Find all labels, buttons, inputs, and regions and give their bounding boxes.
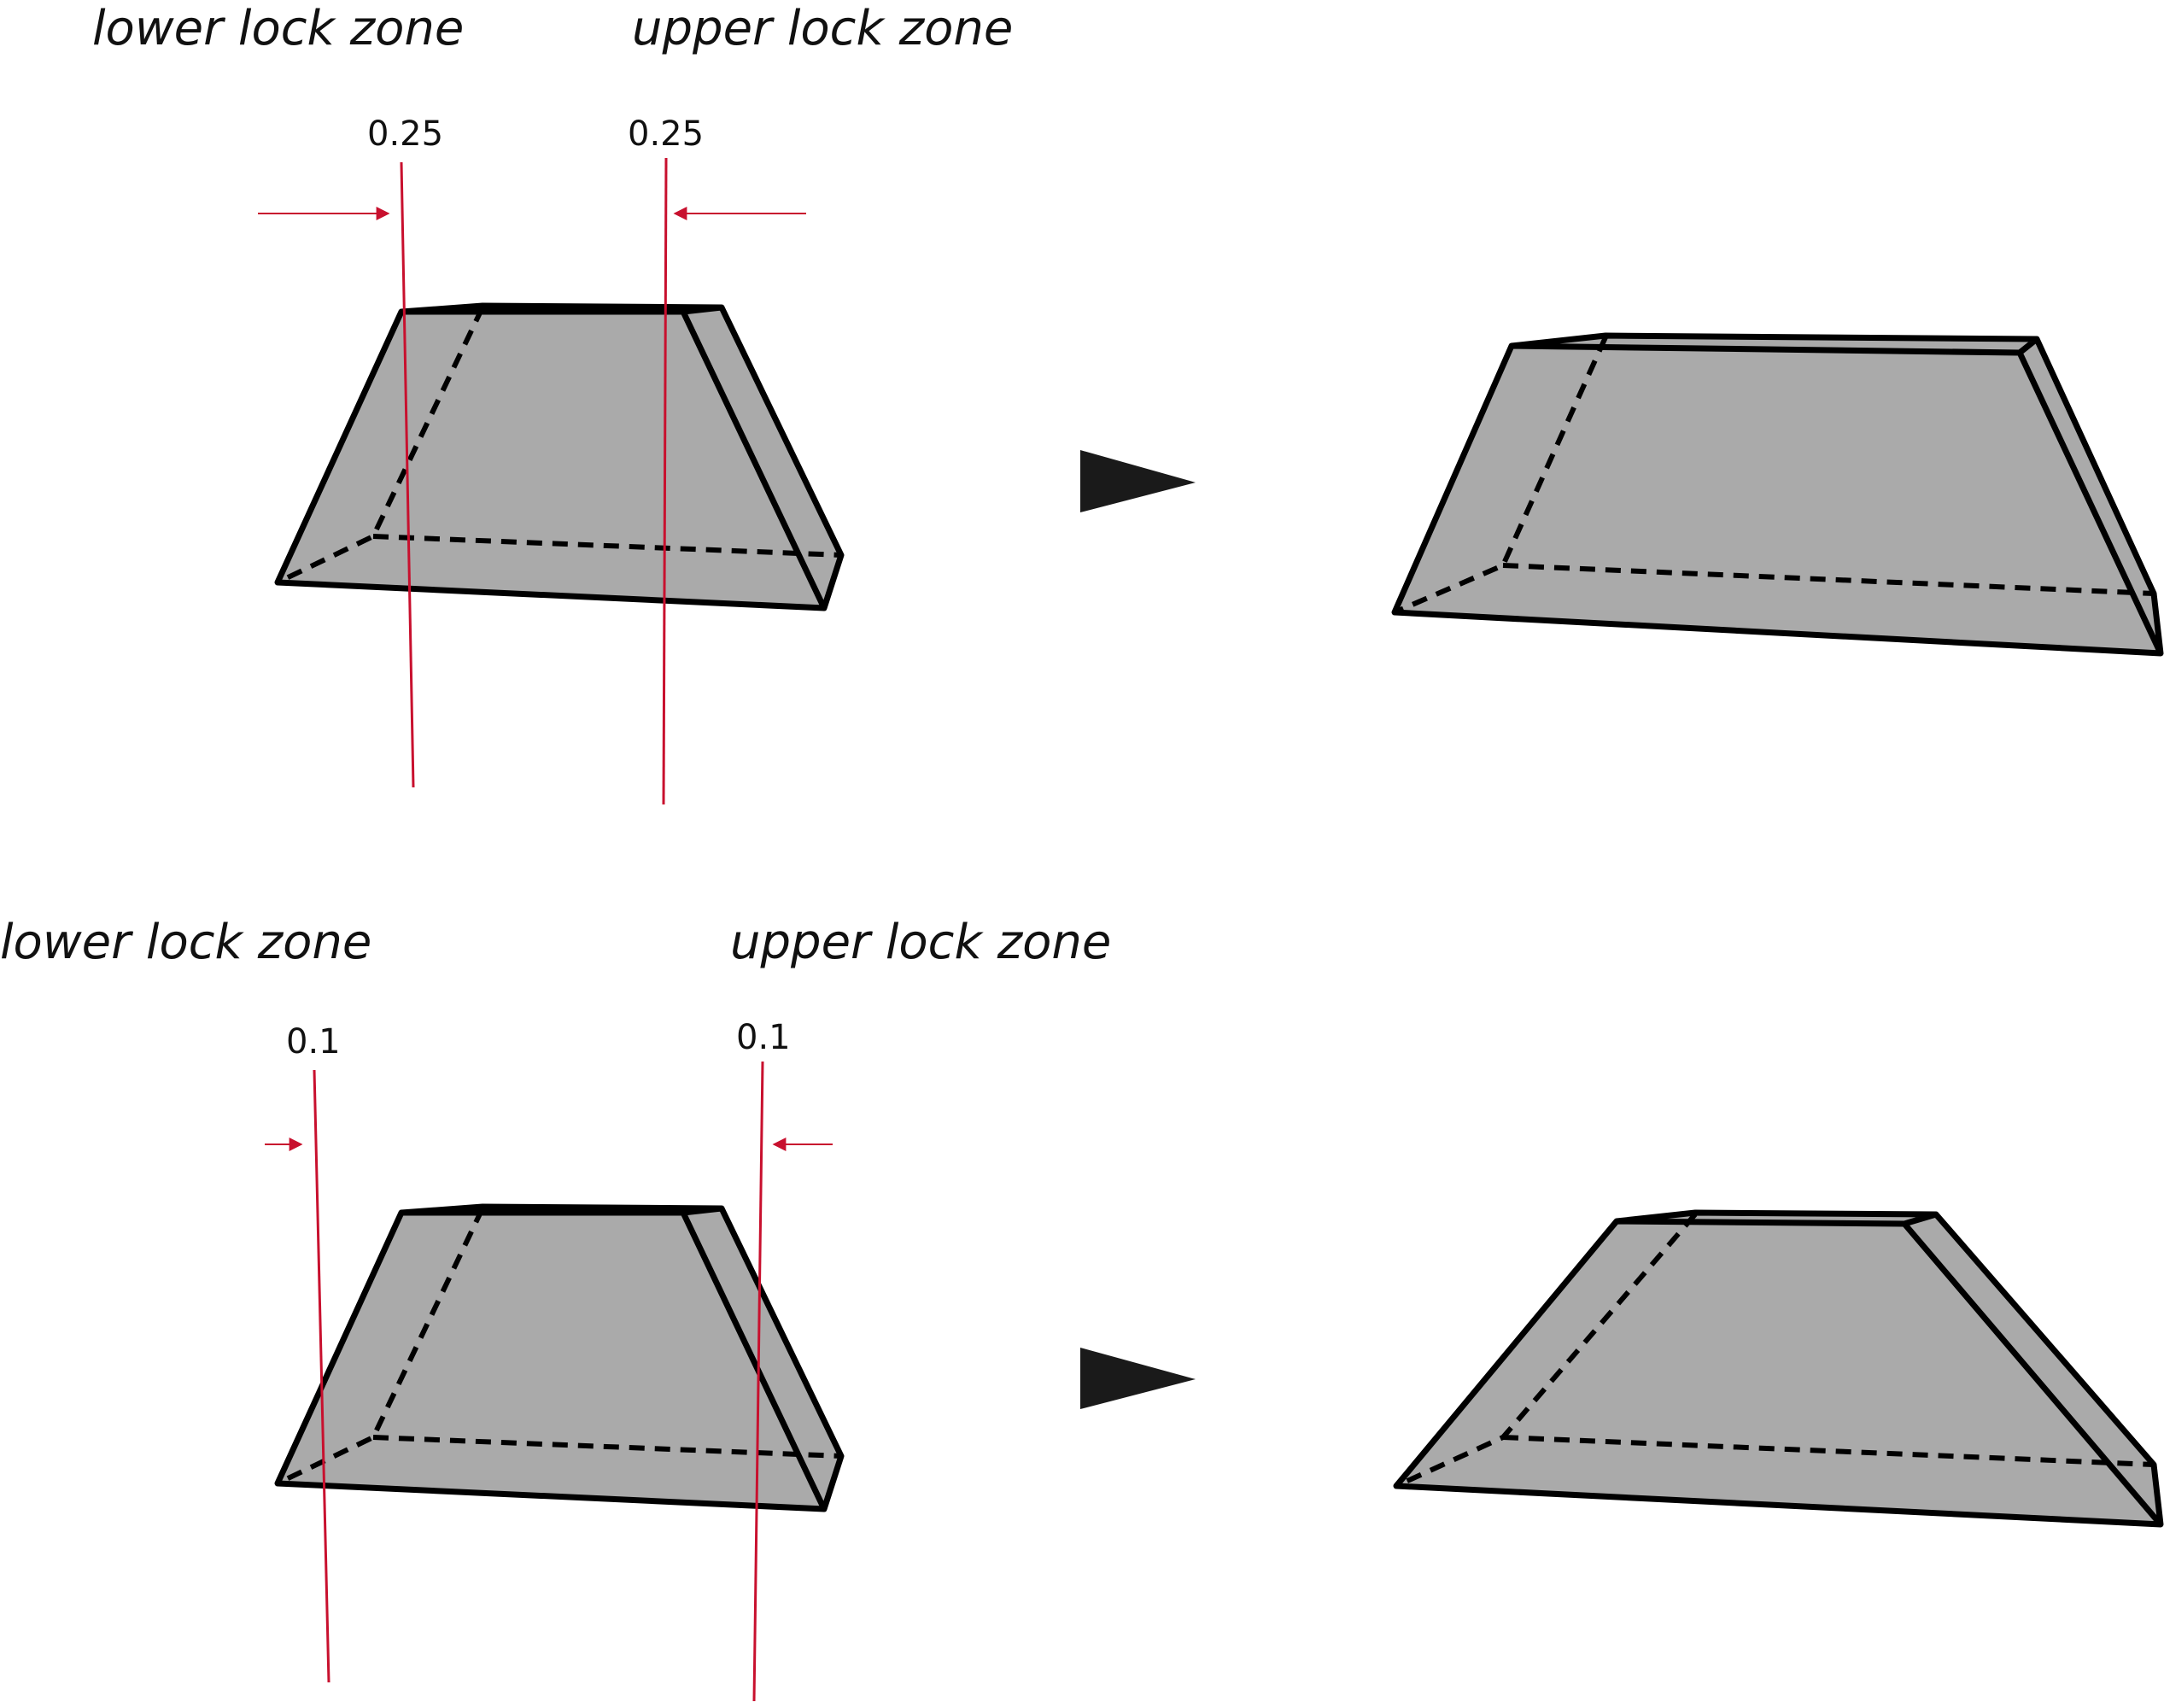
row-2: lower lock zone upper lock zone 0.1 0.1	[0, 915, 2164, 1702]
upper-lock-zone-label: upper lock zone	[730, 915, 1111, 970]
upper-lock-line	[662, 157, 668, 805]
upper-lock-zone-label: upper lock zone	[632, 1, 1013, 56]
upper-lock-value: 0.25	[628, 114, 704, 154]
transform-arrow	[1080, 450, 1196, 512]
lower-lock-zone-label: lower lock zone	[0, 915, 371, 970]
block-face	[278, 306, 841, 608]
hidden-edge-bottom	[1502, 563, 2155, 596]
block-outline	[274, 1203, 845, 1512]
upper-lock-value: 0.1	[736, 1018, 791, 1057]
hidden-edge-left	[1393, 336, 1608, 615]
hidden-edge-bottom	[372, 534, 842, 558]
upper-lock-line	[752, 1061, 764, 1702]
lower-lock-zone-label: lower lock zone	[92, 1, 464, 56]
lower-lock-value: 0.25	[367, 114, 443, 154]
hidden-edge-left	[276, 1207, 485, 1486]
hidden-edge-bottom	[1502, 1435, 2155, 1467]
hidden-edge-left	[276, 306, 485, 585]
deformed-block	[1391, 332, 2164, 657]
hidden-edge-bottom	[372, 1435, 842, 1459]
block-outline	[274, 302, 845, 611]
original-block	[274, 1203, 845, 1512]
original-block	[274, 302, 845, 611]
lower-lock-line	[313, 1069, 330, 1683]
block-outline	[1393, 1209, 2164, 1528]
block-outline	[1391, 332, 2164, 657]
deformed-block	[1393, 1209, 2164, 1528]
transform-arrow	[1080, 1348, 1196, 1409]
block-face	[1396, 1213, 2161, 1524]
lower-lock-value: 0.1	[286, 1022, 341, 1062]
block-face	[1395, 336, 2161, 653]
block-face	[278, 1207, 841, 1509]
row-1: lower lock zone upper lock zone 0.25 0.2…	[92, 1, 2164, 805]
lower-lock-line	[400, 161, 415, 788]
